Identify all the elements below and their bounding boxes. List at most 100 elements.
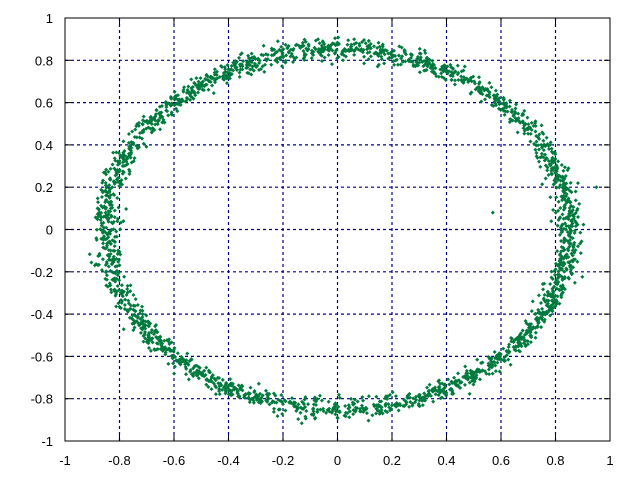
data-point: [106, 235, 111, 240]
data-point: [248, 385, 253, 390]
data-point: [571, 242, 576, 247]
data-point: [520, 119, 525, 124]
data-point: [306, 402, 311, 407]
data-point: [108, 209, 113, 214]
data-point: [309, 48, 314, 53]
data-point: [563, 185, 568, 190]
data-point: [476, 75, 481, 80]
data-point: [100, 178, 105, 183]
data-point: [465, 371, 470, 376]
data-point: [442, 63, 447, 68]
data-point: [560, 277, 565, 282]
data-point: [514, 344, 519, 349]
data-point: [522, 108, 527, 113]
data-point: [498, 356, 503, 361]
data-point: [371, 44, 376, 49]
data-point: [556, 276, 561, 281]
data-point: [131, 159, 136, 164]
data-point: [277, 407, 282, 412]
data-point: [213, 77, 218, 82]
data-point: [124, 207, 129, 212]
data-point: [379, 57, 384, 62]
data-point: [423, 50, 428, 55]
data-point: [186, 362, 191, 367]
data-point: [379, 54, 384, 59]
data-point: [194, 76, 199, 81]
data-point: [561, 256, 566, 261]
data-point: [359, 48, 364, 53]
data-point: [553, 267, 558, 272]
data-point: [106, 189, 111, 194]
data-point: [329, 410, 334, 415]
data-point: [572, 228, 577, 233]
data-point: [149, 121, 154, 126]
data-point: [545, 290, 550, 295]
data-point: [539, 151, 544, 156]
data-point: [360, 395, 365, 400]
data-point: [330, 48, 335, 53]
data-point: [558, 251, 563, 256]
data-point: [556, 217, 561, 222]
data-point: [533, 121, 538, 126]
data-point: [479, 99, 484, 104]
data-point: [555, 272, 560, 277]
data-point: [101, 241, 106, 246]
data-point: [417, 46, 422, 51]
data-point: [181, 359, 186, 364]
data-point: [441, 69, 446, 74]
data-point: [375, 64, 380, 69]
y-tick-label: 0.6: [35, 96, 53, 111]
data-point: [427, 388, 432, 393]
data-point: [559, 230, 564, 235]
data-point: [528, 330, 533, 335]
data-point: [103, 193, 108, 198]
data-point: [148, 114, 153, 119]
y-tick-label: -0.2: [31, 265, 53, 280]
data-point: [115, 179, 120, 184]
data-point: [172, 371, 177, 376]
data-point: [493, 88, 498, 93]
data-point: [239, 62, 244, 67]
data-point: [557, 173, 562, 178]
data-point: [575, 181, 580, 186]
data-point: [132, 312, 137, 317]
data-point: [533, 147, 538, 152]
y-tick-label: 1: [46, 11, 53, 26]
data-point: [568, 263, 573, 268]
data-point: [509, 109, 514, 114]
data-point: [148, 337, 153, 342]
data-point: [474, 373, 479, 378]
x-tick-labels: -1 -0.8 -0.6 -0.4 -0.2 0 0.2 0.4 0.6 0.8 1: [59, 453, 613, 468]
data-point: [104, 261, 109, 266]
data-point: [296, 402, 301, 407]
data-point: [269, 62, 274, 67]
data-point: [166, 113, 171, 118]
data-point: [231, 68, 236, 73]
data-point: [558, 183, 563, 188]
data-point: [545, 142, 550, 147]
data-point: [368, 41, 373, 46]
data-point: [183, 99, 188, 104]
data-point: [559, 245, 564, 250]
data-point: [403, 59, 408, 64]
data-point: [319, 43, 324, 48]
data-point: [276, 397, 281, 402]
data-point: [361, 398, 366, 403]
data-point: [336, 42, 341, 47]
data-point: [427, 57, 432, 62]
data-point: [467, 391, 472, 396]
data-point: [564, 200, 569, 205]
data-point: [121, 170, 126, 175]
data-point: [141, 339, 146, 344]
data-point: [416, 402, 421, 407]
data-point: [113, 158, 118, 163]
data-point: [126, 301, 131, 306]
data-point: [545, 168, 550, 173]
data-point: [562, 196, 567, 201]
data-point: [560, 290, 565, 295]
data-point: [155, 347, 160, 352]
data-points: [87, 35, 599, 426]
data-point: [330, 62, 335, 67]
data-point: [569, 190, 574, 195]
data-point: [100, 257, 105, 262]
